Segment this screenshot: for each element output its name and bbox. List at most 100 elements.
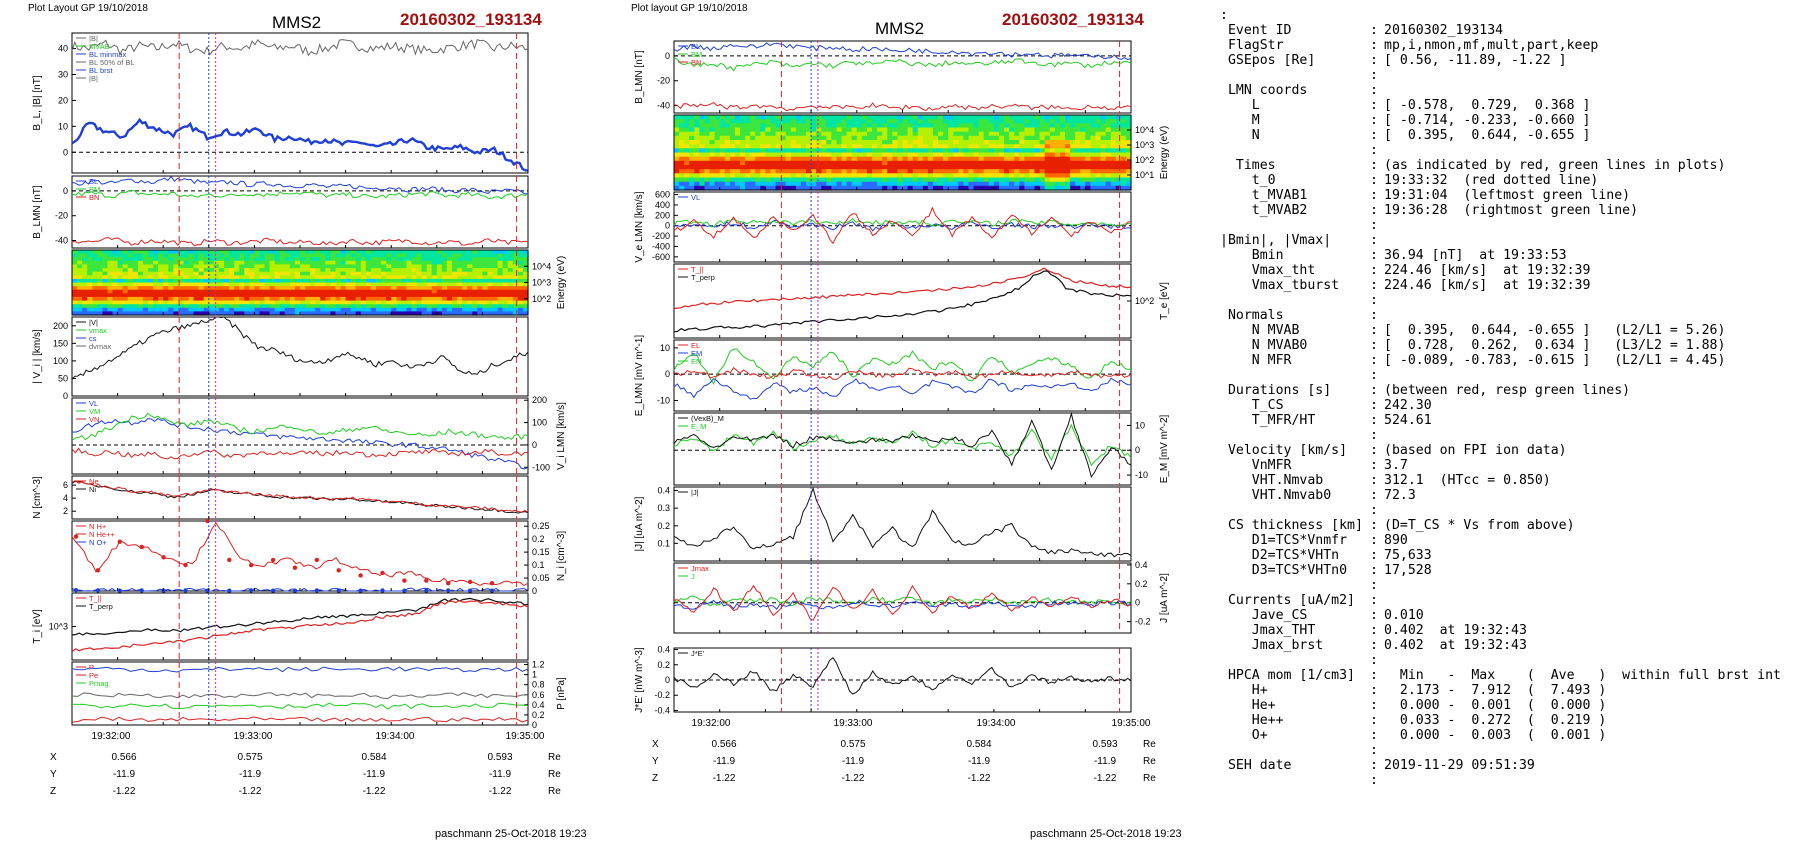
spectrogram-cell xyxy=(704,177,711,183)
spectrogram-cell xyxy=(988,181,995,187)
spectrogram-cell xyxy=(750,173,756,179)
spectrogram-cell xyxy=(492,307,499,312)
spectrogram-cell xyxy=(1049,119,1056,124)
spectrogram-cell xyxy=(806,148,812,154)
spectrogram-cell xyxy=(689,173,695,179)
spectrogram-cell xyxy=(218,260,225,265)
spectrogram-cell xyxy=(1054,177,1061,183)
spectrogram-cell xyxy=(765,135,772,141)
spectrogram-cell xyxy=(416,268,423,273)
panel-frame xyxy=(71,397,529,475)
spectrogram-cell xyxy=(193,293,200,298)
spectrogram-cell xyxy=(892,160,898,166)
spectrogram-cell xyxy=(249,260,255,265)
spectrogram-cell xyxy=(188,253,195,258)
spectrogram-cell xyxy=(851,156,858,162)
spectrogram-cell xyxy=(846,165,853,170)
spectrogram-cell xyxy=(1090,127,1097,133)
spectrogram-cell xyxy=(1090,165,1097,170)
spectrogram-cell xyxy=(522,289,529,294)
spectrogram-cell xyxy=(198,296,205,302)
spectrogram-cell xyxy=(755,123,761,129)
spectrogram-cell xyxy=(674,115,680,120)
spectrogram-cell xyxy=(340,289,347,294)
y-tick-label: 10^2 xyxy=(1135,155,1154,165)
spectrogram-cell xyxy=(1049,185,1056,191)
spectrogram-cell xyxy=(719,156,726,162)
spectrogram-cell xyxy=(163,250,169,255)
summary-sep: : xyxy=(1370,233,1378,248)
spectrogram-cell xyxy=(1115,144,1122,149)
spectrogram-cell xyxy=(467,286,473,291)
spectrogram-cell xyxy=(1044,152,1051,158)
spectrogram-cell xyxy=(92,250,98,255)
spectrogram-cell xyxy=(173,300,179,305)
spectrogram-cell xyxy=(988,123,995,129)
spectrogram-cell xyxy=(993,119,1000,124)
spectrogram-cell xyxy=(841,181,848,187)
spectrogram-cell xyxy=(922,169,929,174)
spectrogram-cell xyxy=(872,156,878,162)
spectrogram-cell xyxy=(1090,144,1097,149)
spectrogram-cell xyxy=(360,293,367,298)
summary-label xyxy=(1220,743,1370,758)
spectrogram-cell xyxy=(284,289,291,294)
spectrogram-cell xyxy=(856,169,863,174)
spectrogram-cell xyxy=(305,278,311,284)
spectrogram-cell xyxy=(1115,131,1122,137)
spectrogram-cell xyxy=(1070,123,1076,129)
spectrogram-cell xyxy=(1105,165,1112,170)
spectrogram-cell xyxy=(821,148,827,154)
spectrogram-cell xyxy=(1070,135,1076,141)
spectrogram-cell xyxy=(973,181,980,187)
spectrogram-cell xyxy=(1090,185,1097,191)
spectrogram-cell xyxy=(826,115,832,120)
summary-sep: : xyxy=(1370,98,1378,113)
ephemeris-value: -1.22 xyxy=(713,773,736,784)
spectrogram-cell xyxy=(416,286,423,291)
spectrogram-cell xyxy=(218,271,225,276)
spectrogram-cell xyxy=(370,311,377,316)
spectrogram-cell xyxy=(1090,140,1097,145)
spectrogram-cell xyxy=(122,260,129,265)
spectrogram-cell xyxy=(249,268,255,273)
spectrogram-cell xyxy=(203,250,210,255)
spectrogram-cell xyxy=(148,289,154,294)
spectrogram-cell xyxy=(948,144,954,149)
spectrogram-cell xyxy=(472,300,478,305)
spectrogram-cell xyxy=(467,268,473,273)
spectrogram-cell xyxy=(112,250,119,255)
spectrogram-cell xyxy=(760,135,766,141)
spectrogram-cell xyxy=(1009,181,1015,187)
spectrogram-cell xyxy=(674,185,680,191)
spectrogram-cell xyxy=(497,268,504,273)
spectrogram-cell xyxy=(1024,131,1031,137)
spectrogram-cell xyxy=(1120,169,1127,174)
spectrogram-cell xyxy=(1080,169,1086,174)
spectrogram-cell xyxy=(188,311,195,316)
spectrogram-cell xyxy=(203,282,210,287)
spectrogram-cell xyxy=(254,268,261,273)
summary-row: Bmin:36.94 [nT] at 19:33:53 xyxy=(1220,248,1800,263)
spectrogram-cell xyxy=(816,123,822,129)
spectrogram-cell xyxy=(999,169,1005,174)
data-point xyxy=(249,562,254,568)
spectrogram-cell xyxy=(315,260,321,265)
summary-row: CS thickness [km]: (D=T_CS * Vs from abov… xyxy=(1220,518,1800,533)
spectrogram-cell xyxy=(512,250,519,255)
spectrogram-cell xyxy=(269,300,276,305)
spectrogram-cell xyxy=(841,152,848,158)
spectrogram-cell xyxy=(320,296,326,302)
summary-row: : xyxy=(1220,653,1800,668)
spectrogram-cell xyxy=(229,289,235,294)
spectrogram-cell xyxy=(77,253,83,258)
spectrogram-cell xyxy=(254,307,261,312)
legend-entry: MVAB xyxy=(89,42,110,51)
spectrogram-cell xyxy=(1085,177,1091,183)
legend-entry: EM xyxy=(691,349,702,358)
spectrogram-cell xyxy=(719,177,726,183)
spectrogram-cell xyxy=(917,169,924,174)
spectrogram-cell xyxy=(132,264,139,269)
spectrogram-cell xyxy=(218,275,225,280)
spectrogram-cell xyxy=(765,144,772,149)
